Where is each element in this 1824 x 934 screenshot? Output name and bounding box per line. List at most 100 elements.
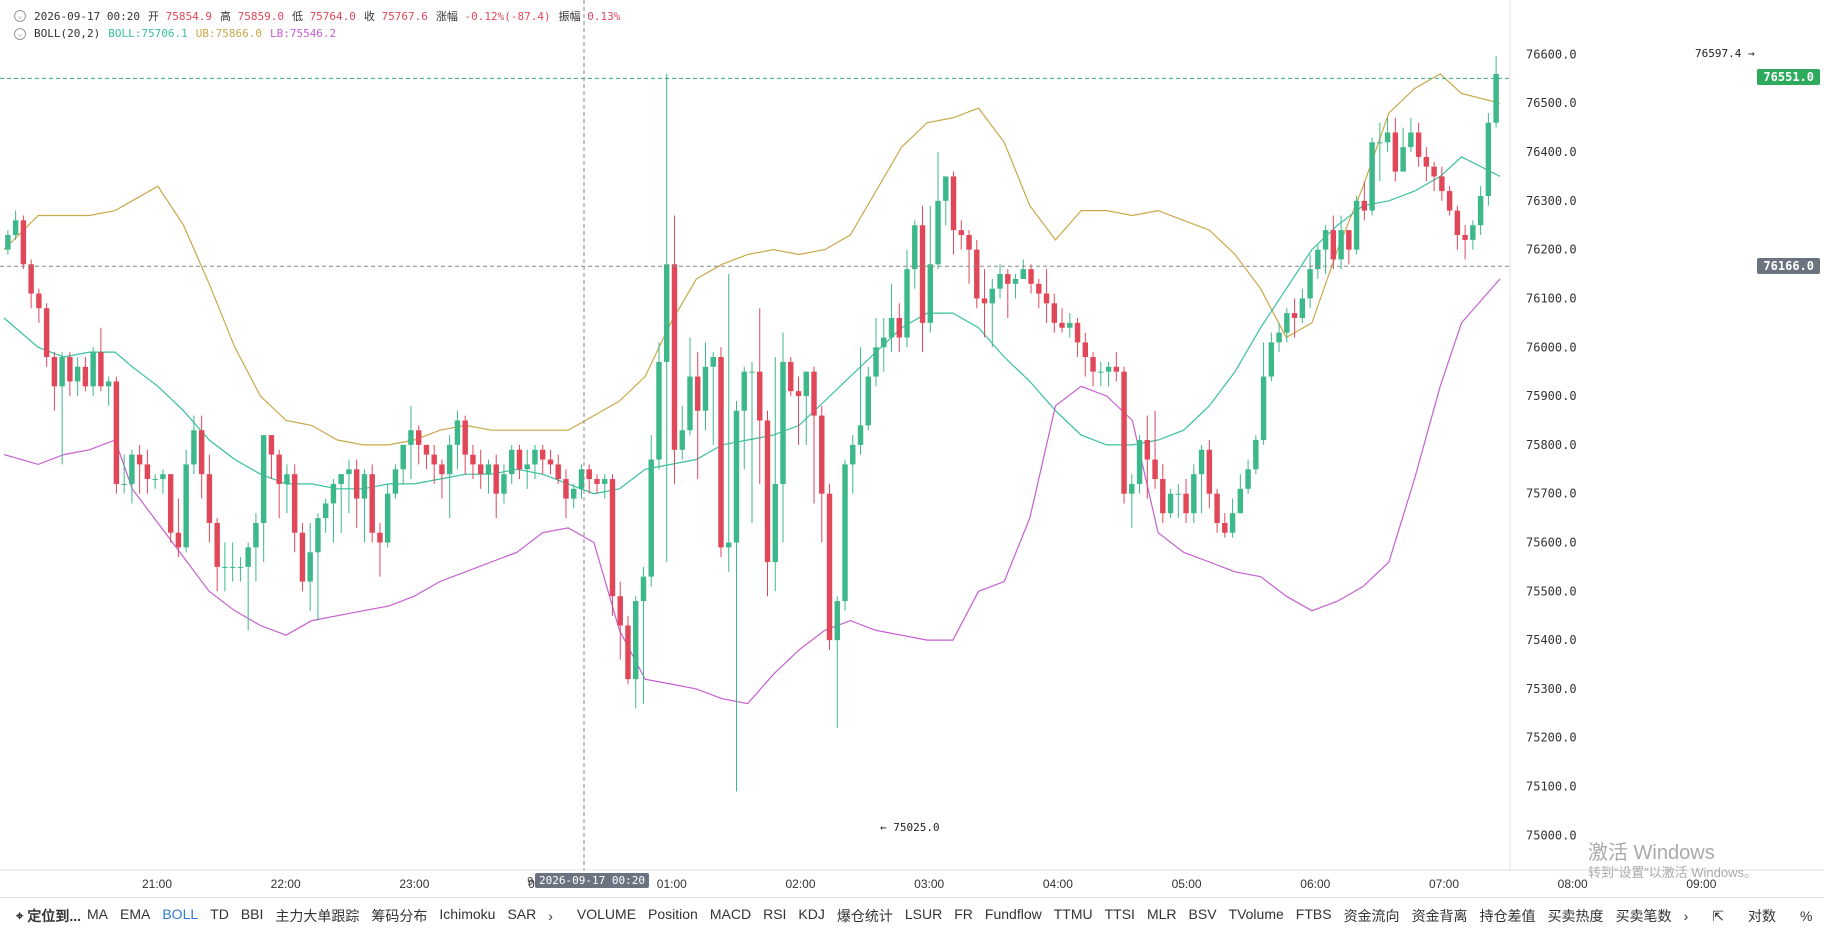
time-tick-label: 04:00 — [1043, 877, 1073, 891]
sub-indicator-9[interactable]: TTMU — [1053, 906, 1093, 922]
candle-body — [1129, 483, 1135, 494]
sub-indicator-5[interactable]: 爆仓统计 — [836, 908, 893, 924]
candle-body — [167, 474, 174, 533]
time-tick-label: 23:00 — [399, 877, 429, 891]
ohlc-info-row: ⌄ 2026-09-17 00:20 开 75854.9 高 75859.0 低… — [14, 8, 620, 24]
main-indicator-2[interactable]: BOLL — [162, 906, 199, 922]
candle-body — [516, 449, 523, 470]
candle-body — [43, 308, 50, 358]
candle-body — [718, 357, 724, 548]
candle-body — [431, 454, 437, 465]
expand-icon[interactable]: ⇱ — [1712, 907, 1724, 924]
price-tick-label: 76400.0 — [1526, 145, 1577, 159]
price-tick-label: 75700.0 — [1526, 487, 1577, 501]
time-tick-label: 05:00 — [1172, 877, 1202, 891]
candle-body — [594, 479, 600, 484]
sub-indicator-4[interactable]: KDJ — [798, 906, 825, 922]
candle-body — [1446, 191, 1453, 211]
sub-indicator-0[interactable]: VOLUME — [576, 906, 637, 922]
sub-indicator-7[interactable]: FR — [954, 906, 973, 922]
change-label: 涨幅 — [435, 10, 458, 23]
sub-indicator-2[interactable]: MACD — [709, 906, 752, 922]
main-indicator-7[interactable]: Ichimoku — [439, 906, 496, 922]
candle-body — [1470, 225, 1476, 240]
candle-body — [609, 479, 616, 597]
time-tick-label: 08:00 — [1558, 877, 1588, 891]
sub-indicator-14[interactable]: FTBS — [1295, 906, 1332, 922]
percent-scale-button[interactable]: % — [1799, 908, 1813, 924]
candle-body — [826, 493, 833, 641]
candle-body — [82, 366, 89, 387]
price-tick-label: 75300.0 — [1526, 682, 1577, 696]
main-indicator-5[interactable]: 主力大单跟踪 — [275, 908, 360, 924]
indicator-toolbar: ⌖ 定位到... MA EMA BOLL TD BBI 主力大单跟踪 筹码分布 Ichimok… — [0, 897, 1824, 934]
candle-body — [1160, 479, 1166, 514]
candle-body — [1392, 132, 1399, 172]
sub-indicator-16[interactable]: 资金背离 — [1411, 908, 1468, 924]
candle-body — [1082, 342, 1089, 358]
candle-body — [485, 464, 492, 475]
candle-body — [881, 337, 887, 348]
candle-body — [299, 532, 306, 582]
candle-body — [20, 220, 27, 265]
candle-body — [377, 532, 383, 543]
sub-indicator-15[interactable]: 资金流向 — [1343, 908, 1400, 924]
sub-indicator-12[interactable]: BSV — [1188, 906, 1217, 922]
candle-body — [462, 420, 468, 455]
candle-body — [532, 449, 538, 465]
sub-indicator-10[interactable]: TTSI — [1104, 906, 1135, 922]
main-indicator-6[interactable]: 筹码分布 — [371, 908, 428, 924]
candle-body — [214, 522, 220, 567]
main-indicator-8[interactable]: SAR — [507, 906, 537, 922]
sub-indicator-19[interactable]: 买卖笔数 — [1615, 908, 1672, 924]
chart-area[interactable]: 76600.0 76500.0 76400.0 76300.0 76200.0 76100… — [0, 0, 1824, 895]
sub-indicator-11[interactable]: MLR — [1146, 906, 1177, 922]
candle-body — [749, 371, 755, 373]
candle-body — [873, 347, 879, 377]
sub-indicator-13[interactable]: TVolume — [1228, 906, 1284, 922]
candle-body — [276, 454, 282, 484]
candle-body — [811, 371, 817, 416]
candle-body — [346, 469, 352, 475]
candlestick-chart[interactable]: 76600.0 76500.0 76400.0 76300.0 76200.0 76100… — [0, 0, 1824, 895]
more-main-indicators[interactable]: › — [548, 908, 553, 924]
candle-body — [1113, 366, 1120, 372]
main-indicator-1[interactable]: EMA — [120, 906, 151, 922]
close-label: 收 — [363, 10, 375, 23]
sub-indicator-6[interactable]: LSUR — [904, 906, 943, 922]
candle-body — [695, 376, 701, 411]
collapse-icon[interactable]: ⌄ — [14, 10, 26, 22]
crosshair-time-clip: 9 — [527, 875, 534, 888]
candle-body — [1408, 132, 1414, 148]
main-indicator-3[interactable]: TD — [210, 906, 229, 922]
candle-body — [1051, 303, 1058, 323]
boll-lower-line — [3, 278, 1501, 705]
boll-name[interactable]: BOLL(20,2) — [34, 27, 101, 40]
main-indicator-0[interactable]: MA — [87, 906, 108, 922]
collapse-icon[interactable]: ⌄ — [14, 27, 26, 40]
main-indicator-4[interactable]: BBI — [240, 906, 264, 922]
price-tick-label: 76600.0 — [1526, 47, 1577, 61]
locate-button[interactable]: ⌖ 定位到... — [0, 906, 81, 926]
more-sub-indicators[interactable]: › — [1683, 908, 1689, 924]
sub-indicator-1[interactable]: Position — [648, 906, 698, 922]
time-tick-label: 01:00 — [657, 877, 687, 891]
candle-body — [1284, 313, 1290, 333]
candle-body — [284, 474, 290, 484]
sub-indicator-18[interactable]: 买卖热度 — [1547, 908, 1604, 924]
open-value: 75854.9 — [165, 10, 212, 23]
log-scale-button[interactable]: 对数 — [1747, 908, 1776, 924]
candle-body — [1043, 293, 1050, 304]
candle-body — [834, 601, 840, 641]
candle-body — [764, 420, 771, 563]
current-price-tag: 76551.0 — [1757, 69, 1820, 85]
candle-body — [1276, 332, 1282, 343]
sub-indicator-3[interactable]: RSI — [763, 906, 787, 922]
sub-indicator-8[interactable]: Fundflow — [984, 906, 1042, 922]
candle-body — [501, 474, 507, 494]
candle-body — [74, 366, 81, 382]
sub-indicator-17[interactable]: 持仓差值 — [1479, 908, 1536, 924]
low-label: 低 — [291, 10, 303, 23]
candle-body — [617, 596, 623, 626]
candle-body — [702, 366, 709, 411]
